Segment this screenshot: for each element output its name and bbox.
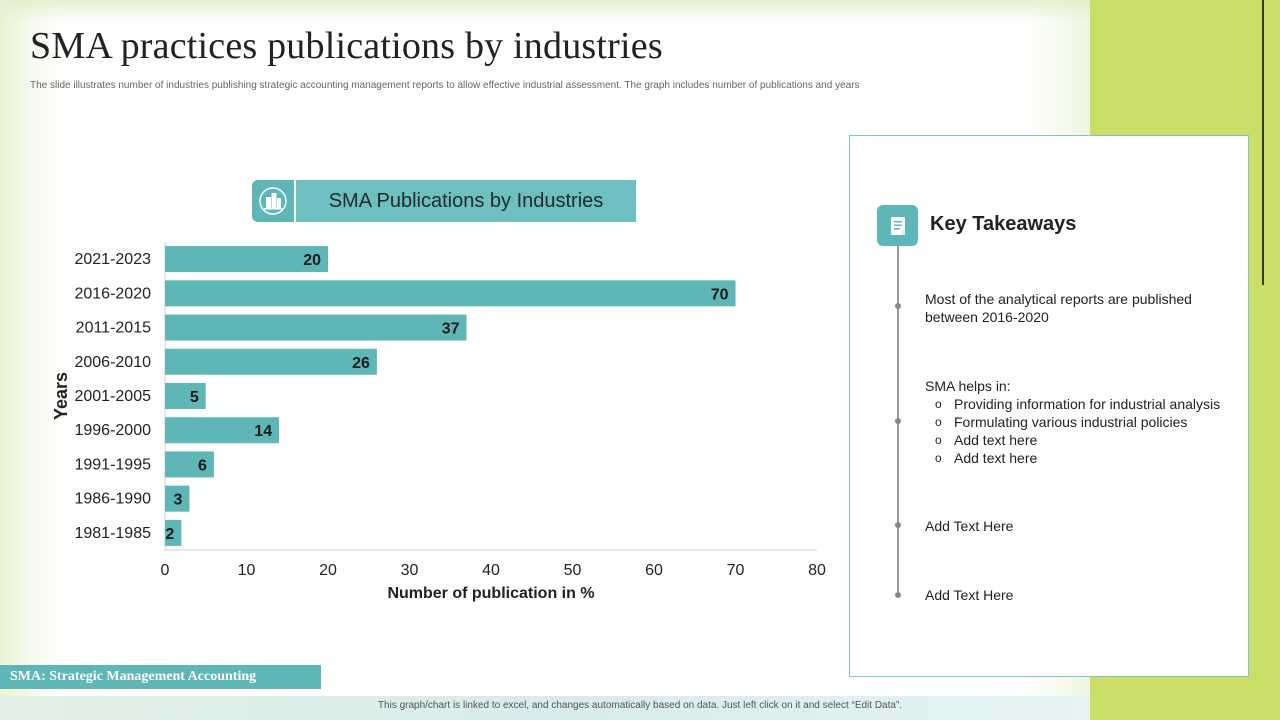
y-tick-label: 2011-2015	[76, 320, 151, 337]
data-label: 20	[303, 252, 321, 269]
data-label: 6	[198, 457, 207, 474]
y-tick-label: 2001-2005	[74, 388, 151, 405]
y-tick-label: 1986-1990	[74, 491, 151, 508]
key-takeaways-title: Key Takeaways	[930, 213, 1077, 235]
timeline-dot	[895, 522, 901, 528]
x-tick-label: 80	[808, 562, 826, 579]
bar	[165, 314, 467, 341]
page-title: SMA practices publications by industries	[30, 25, 663, 67]
page-subtitle: The slide illustrates number of industri…	[30, 80, 860, 91]
bar	[165, 246, 328, 273]
footer-label: SMA: Strategic Management Accounting	[0, 665, 321, 689]
y-tick-label: 2021-2023	[74, 251, 151, 268]
y-tick-label: 1981-1985	[74, 525, 151, 542]
bar	[165, 348, 377, 375]
bar	[165, 519, 182, 546]
bar	[165, 280, 736, 307]
x-tick-label: 40	[482, 562, 500, 579]
bar	[165, 417, 280, 444]
data-label: 26	[352, 355, 370, 372]
x-tick-label: 20	[319, 562, 337, 579]
y-axis-title: Years	[51, 372, 71, 420]
timeline-dot	[895, 303, 901, 309]
chart-header-box	[252, 180, 636, 222]
list-item: o Providing information for industrial an…	[935, 396, 1221, 412]
x-tick-label: 10	[238, 562, 256, 579]
x-axis-title: Number of publication in %	[387, 585, 594, 602]
chart-header-title: SMA Publications by Industries	[328, 190, 604, 212]
y-tick-label: 1996-2000	[74, 422, 151, 439]
list-item: o Add text here	[935, 432, 1038, 448]
background-top-glow	[0, 0, 1090, 22]
list-item: o Add text here	[935, 450, 1038, 466]
data-label: 3	[174, 492, 183, 509]
bullet-marker: o	[935, 397, 942, 411]
y-tick-label: 2016-2020	[74, 285, 151, 302]
data-label: 5	[190, 389, 199, 406]
takeaway-item-1: Most of the analytical reports are publi…	[925, 291, 1192, 325]
footer-note: This graph/chart is linked to excel, and…	[377, 700, 903, 711]
timeline-dot	[895, 418, 901, 424]
x-tick-label: 60	[645, 562, 663, 579]
takeaway-sublist: o Providing information for industrial an…	[925, 395, 1245, 467]
bullet-marker: o	[935, 415, 942, 429]
timeline-dot	[895, 592, 901, 598]
bullet-marker: o	[935, 433, 942, 447]
bar	[165, 382, 206, 410]
data-label: 70	[711, 286, 729, 303]
takeaway-item-2-intro: SMA helps in:	[925, 378, 1011, 394]
takeaway-item-3: Add Text Here	[925, 518, 1014, 534]
data-label: 14	[254, 423, 272, 440]
x-tick-label: 0	[161, 562, 170, 579]
data-label: 2	[165, 526, 174, 543]
y-tick-label: 1991-1995	[74, 456, 151, 473]
x-tick-label: 70	[727, 562, 745, 579]
data-label: 37	[442, 321, 460, 338]
x-tick-label: 50	[564, 562, 582, 579]
bullet-marker: o	[935, 451, 942, 465]
side-accent-line	[1262, 0, 1264, 285]
list-item: o Formulating various industrial policies	[935, 414, 1188, 430]
takeaway-item-2: SMA helps in: o Providing information for…	[925, 377, 1245, 467]
y-tick-label: 2006-2010	[74, 354, 151, 371]
bar	[165, 485, 190, 512]
footer-band	[0, 696, 1090, 720]
takeaway-item-4: Add Text Here	[925, 587, 1014, 603]
document-icon	[877, 205, 918, 246]
buildings-icon	[252, 180, 296, 222]
bar	[165, 451, 214, 478]
x-tick-label: 30	[401, 562, 419, 579]
